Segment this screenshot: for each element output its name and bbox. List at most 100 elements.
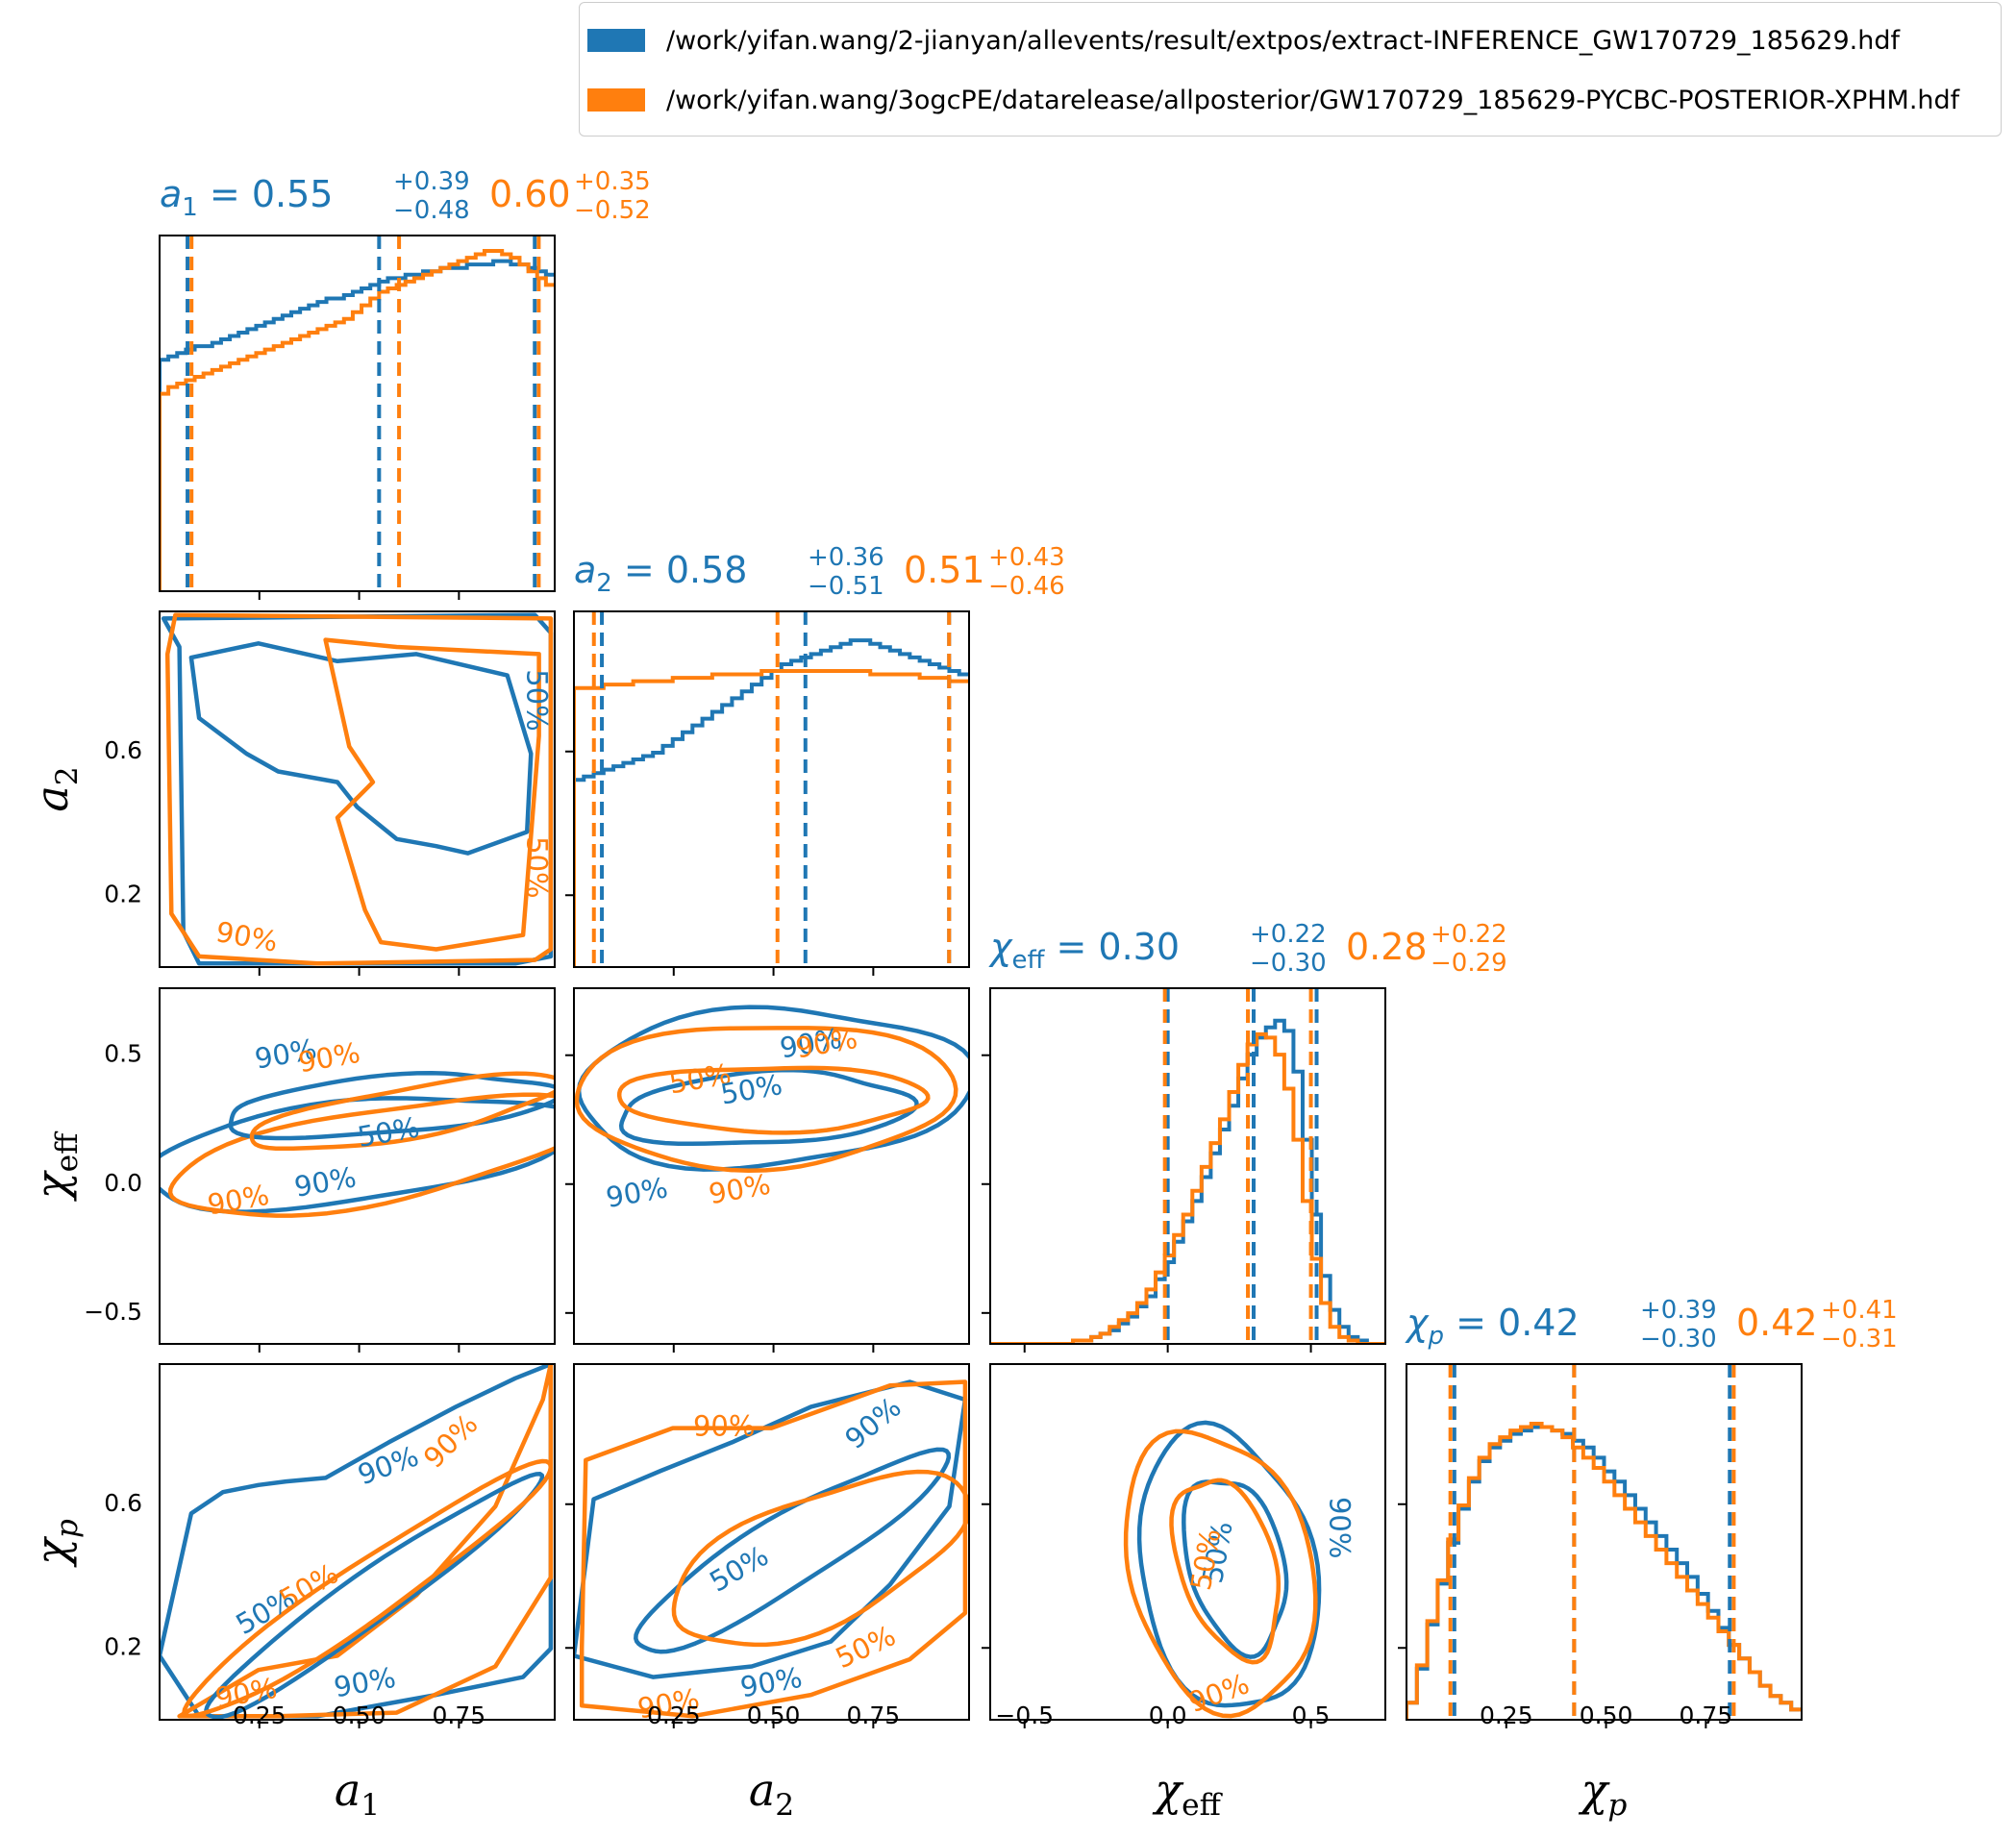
y-tick-label-chi_eff-1: 0.0 xyxy=(104,1169,142,1197)
panel-frame-chi_eff-chi_eff xyxy=(989,987,1386,1345)
contour-label-90-orange: 90% xyxy=(693,1410,755,1443)
contour-90-blue xyxy=(1136,1420,1322,1708)
contour-label-90-blue-lower: 90% xyxy=(332,1661,398,1704)
title-minus-orange-a2: −0.46 xyxy=(988,572,1065,601)
x-axis-label-a1: a1 xyxy=(335,1764,380,1823)
contour-label-50-blue: 50% xyxy=(520,669,553,731)
contour-50-blue xyxy=(188,641,534,856)
panel-title-a1: a1 = 0.55 +0.39−0.48 0.60 +0.35−0.52 xyxy=(160,167,651,225)
title-a1: a1 = 0.55 xyxy=(160,173,333,222)
histogram-step-blue xyxy=(574,638,969,967)
contour-90-blue xyxy=(161,612,554,966)
title-plus-orange-chi_eff: +0.22 xyxy=(1431,920,1507,949)
contour-panel-chi_eff-vs-a2: 90%90%90% 90%50%50% xyxy=(574,1005,969,1214)
title-plus-orange-a1: +0.35 xyxy=(574,167,651,196)
contour-50-orange xyxy=(1169,1478,1282,1665)
contour-90-orange xyxy=(177,1364,554,1719)
x-tick-label-a1-0: 0.25 xyxy=(233,1701,286,1729)
x-tick-label-a2-1: 0.50 xyxy=(747,1701,801,1729)
panel-frame-chi_p-a1 xyxy=(159,1363,556,1721)
x-axis-label-chi_eff: χeff xyxy=(1152,1764,1223,1823)
histogram-chi_eff xyxy=(990,988,1385,1344)
legend: /work/yifan.wang/2-jianyan/allevents/res… xyxy=(579,2,2002,137)
y-tick-label-a2-0: 0.2 xyxy=(104,880,142,907)
x-tick-label-chi_eff-2: 0.5 xyxy=(1292,1701,1331,1729)
y-axis-label-chi_eff: χeff xyxy=(26,1130,85,1202)
y-tick-label-chi_eff-0: −0.5 xyxy=(84,1298,142,1326)
y-tick-label-a2-1: 0.6 xyxy=(104,736,142,764)
panel-title-chi_eff: χeff = 0.30 +0.22−0.30 0.28 +0.22−0.29 xyxy=(988,920,1507,978)
contour-90-orange xyxy=(167,1092,555,1218)
histogram-step-blue xyxy=(160,259,555,591)
panel-frame-chi_p-chi_eff xyxy=(989,1363,1386,1721)
x-axis-label-chi_p: χp xyxy=(1579,1764,1628,1823)
legend-label-orange: /work/yifan.wang/3ogcPE/datarelease/allp… xyxy=(666,85,1960,115)
contour-panel-chi_p-vs-a1: 90%90%90%90%50%50% xyxy=(160,1364,554,1720)
y-axis-label-a2: a2 xyxy=(26,766,85,811)
title-minus-blue-a2: −0.51 xyxy=(808,572,884,601)
title-median-orange-chi_eff: 0.28 xyxy=(1346,926,1428,968)
title-chi_p: χp = 0.42 xyxy=(1405,1302,1580,1351)
contour-panel-chi_p-vs-chi_eff: 90%90%50%50% xyxy=(1123,1420,1356,1719)
panel-frame-chi_p-chi_p xyxy=(1406,1363,1803,1721)
panel-frame-chi_eff-a2 xyxy=(573,987,970,1345)
panel-frame-a1-a1 xyxy=(159,235,556,592)
histogram-step-orange xyxy=(160,249,555,591)
panel-frame-a2-a2 xyxy=(573,610,970,968)
contour-label-90-blue: 90% xyxy=(1324,1497,1356,1558)
contour-panel-chi_p-vs-a2: 90% 90%90%90%50%50% xyxy=(574,1379,969,1720)
contour-panel-a2-vs-a1: 50% 50% 90% xyxy=(161,612,554,966)
panel-title-chi_p: χp = 0.42 +0.39−0.30 0.42 +0.41−0.31 xyxy=(1405,1296,1898,1354)
contour-90-orange xyxy=(574,1026,958,1174)
contour-label-50-blue: 50% xyxy=(704,1539,774,1599)
contour-50-orange xyxy=(249,1071,555,1152)
x-tick-label-chi_eff-1: 0.0 xyxy=(1149,1701,1187,1729)
title-minus-orange-chi_p: −0.31 xyxy=(1821,1325,1898,1354)
histogram-a1 xyxy=(160,236,555,591)
x-tick-label-chi_p-1: 0.50 xyxy=(1580,1701,1633,1729)
y-tick-label-chi_eff-2: 0.5 xyxy=(104,1040,142,1068)
x-tick-label-a1-1: 0.50 xyxy=(333,1701,386,1729)
contour-50-orange xyxy=(616,1065,931,1135)
title-median-orange-chi_p: 0.42 xyxy=(1736,1302,1818,1344)
x-axis-label-a2: a2 xyxy=(749,1764,794,1823)
y-tick-label-chi_p-0: 0.2 xyxy=(104,1632,142,1660)
title-median-orange-a1: 0.60 xyxy=(489,173,571,215)
contour-label-90-orange-lower: 90% xyxy=(707,1168,773,1211)
contour-label-50-orange: 50% xyxy=(274,1557,344,1617)
title-plus-blue-a1: +0.39 xyxy=(393,167,470,196)
x-tick-label-chi_eff-0: −0.5 xyxy=(995,1701,1054,1729)
title-chi_eff: χeff = 0.30 xyxy=(988,926,1180,975)
contour-label-50-orange: 50% xyxy=(520,836,553,898)
panel-title-a2: a2 = 0.58 +0.36−0.51 0.51 +0.43−0.46 xyxy=(574,543,1065,601)
title-plus-orange-a2: +0.43 xyxy=(988,543,1065,572)
legend-swatch-blue xyxy=(587,29,645,52)
y-axis-label-chi_p: χp xyxy=(26,1519,85,1568)
x-tick-label-a2-0: 0.25 xyxy=(647,1701,701,1729)
contour-50-orange xyxy=(182,1458,554,1719)
panel-frame-chi_p-a2 xyxy=(573,1363,970,1721)
contour-panel-chi_eff-vs-a1: 90%90%90%90%50% xyxy=(160,1032,555,1221)
histogram-step-orange xyxy=(574,669,969,967)
contour-label-90-orange: 90% xyxy=(417,1407,485,1475)
x-tick-label-a1-2: 0.75 xyxy=(433,1701,486,1729)
x-tick-label-chi_p-0: 0.25 xyxy=(1480,1701,1533,1729)
histogram-chi_p xyxy=(1406,1364,1802,1720)
title-a2: a2 = 0.58 xyxy=(574,549,747,598)
y-tick-label-chi_p-1: 0.6 xyxy=(104,1489,142,1517)
histogram-a2 xyxy=(574,611,969,967)
title-minus-orange-a1: −0.52 xyxy=(574,196,651,225)
contour-50-blue xyxy=(618,1067,919,1147)
panel-frame-a2-a1 xyxy=(159,610,556,968)
contour-90-orange xyxy=(164,612,554,966)
contour-label-90-orange: 90% xyxy=(213,915,280,958)
axis-labels: a1 a2 χeff χp a2 χeff χp xyxy=(26,766,1627,1823)
x-tick-label-a2-2: 0.75 xyxy=(847,1701,901,1729)
contour-90-blue xyxy=(160,1364,554,1719)
contour-label-90-blue-lower: 90% xyxy=(604,1171,670,1214)
title-minus-blue-a1: −0.48 xyxy=(393,196,470,225)
contour-50-orange xyxy=(671,1469,969,1648)
legend-item-blue: /work/yifan.wang/2-jianyan/allevents/res… xyxy=(587,12,1900,68)
panel-frame-chi_eff-a1 xyxy=(159,987,556,1345)
